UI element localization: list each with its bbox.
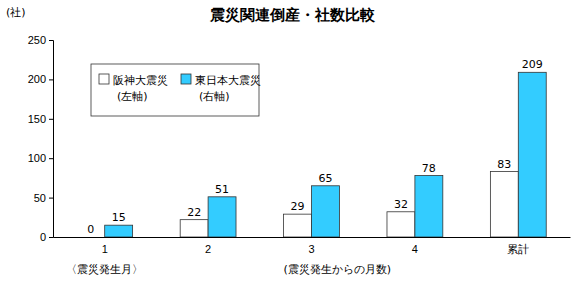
y-tick-mark — [49, 198, 53, 199]
plot: 0 50 100 150 200 250 1 2 3 4 累計 0 22 29 32 83 15 51 65 78 20… — [28, 34, 571, 255]
data-label: 32 — [394, 198, 408, 211]
data-label: 22 — [187, 206, 201, 219]
data-label: 15 — [112, 211, 126, 224]
y-tick-label: 250 — [28, 34, 46, 46]
bar — [105, 225, 133, 237]
x-tick-label: 4 — [412, 243, 418, 255]
y-tick-mark — [49, 237, 53, 238]
legend-frame — [91, 64, 259, 116]
data-label: 83 — [497, 158, 511, 171]
bar — [77, 237, 105, 238]
x-axis-line — [54, 237, 571, 238]
data-labels: 0 22 29 32 83 15 51 65 78 209 — [87, 58, 543, 236]
y-axis-line — [49, 41, 54, 238]
bar — [284, 214, 312, 237]
legend-swatch — [181, 74, 191, 84]
y-tick: 200 — [28, 73, 53, 85]
chart-svg: 震災関連倒産・社数比較 (社) 0 50 100 150 200 250 1 2 3 4 累計 0 22 29… — [0, 0, 585, 301]
y-tick: 50 — [34, 192, 53, 204]
y-tick-mark — [49, 119, 53, 120]
x-tick: 累計 — [507, 243, 529, 255]
x-tick-label: 2 — [205, 243, 211, 255]
y-tick-mark — [49, 79, 53, 80]
data-label: 51 — [215, 183, 229, 196]
y-tick: 100 — [28, 152, 53, 164]
x-axis: 1 2 3 4 累計 — [54, 238, 571, 256]
legend-label: 東日本大震災(右軸) — [195, 74, 261, 103]
y-tick: 0 — [40, 231, 53, 243]
bar — [208, 197, 236, 237]
y-tick-mark — [49, 158, 53, 159]
x-tick-label: 1 — [102, 243, 108, 255]
annotation: 〈震災発生月〉 — [66, 263, 143, 276]
data-label: 65 — [318, 172, 332, 185]
y-tick-label: 0 — [40, 231, 46, 243]
y-tick-label: 100 — [28, 152, 46, 164]
data-label: 78 — [422, 162, 436, 175]
chart-title: 震災関連倒産・社数比較 — [209, 6, 376, 24]
legend: 阪神大震災(左軸) 東日本大震災(右軸) — [91, 64, 261, 116]
x-tick: 2 — [205, 243, 211, 255]
x-tick: 4 — [412, 243, 418, 255]
bar — [180, 220, 208, 237]
bar — [387, 212, 415, 237]
bar — [312, 186, 340, 237]
data-label: 29 — [291, 200, 305, 213]
y-tick-label: 50 — [34, 192, 46, 204]
y-tick: 150 — [28, 113, 53, 125]
legend-swatch — [99, 74, 109, 84]
x-tick-label: 累計 — [507, 243, 529, 255]
x-axis-title: (震災発生からの月数) — [284, 263, 392, 276]
y-tick-label: 200 — [28, 73, 46, 85]
data-label: 0 — [87, 223, 94, 236]
y-tick: 250 — [28, 34, 53, 46]
bar — [518, 72, 546, 237]
legend-label: 阪神大震災(左軸) — [113, 74, 168, 103]
y-tick-label: 150 — [28, 113, 46, 125]
bar — [490, 172, 518, 237]
x-tick: 1 — [102, 243, 108, 255]
y-tick-mark — [49, 40, 53, 41]
bar — [415, 176, 443, 237]
y-axis: 0 50 100 150 200 250 — [28, 34, 54, 243]
y-axis-title: (社) — [6, 6, 26, 19]
x-tick-label: 3 — [308, 243, 314, 255]
data-label: 209 — [522, 58, 543, 71]
x-tick: 3 — [308, 243, 314, 255]
